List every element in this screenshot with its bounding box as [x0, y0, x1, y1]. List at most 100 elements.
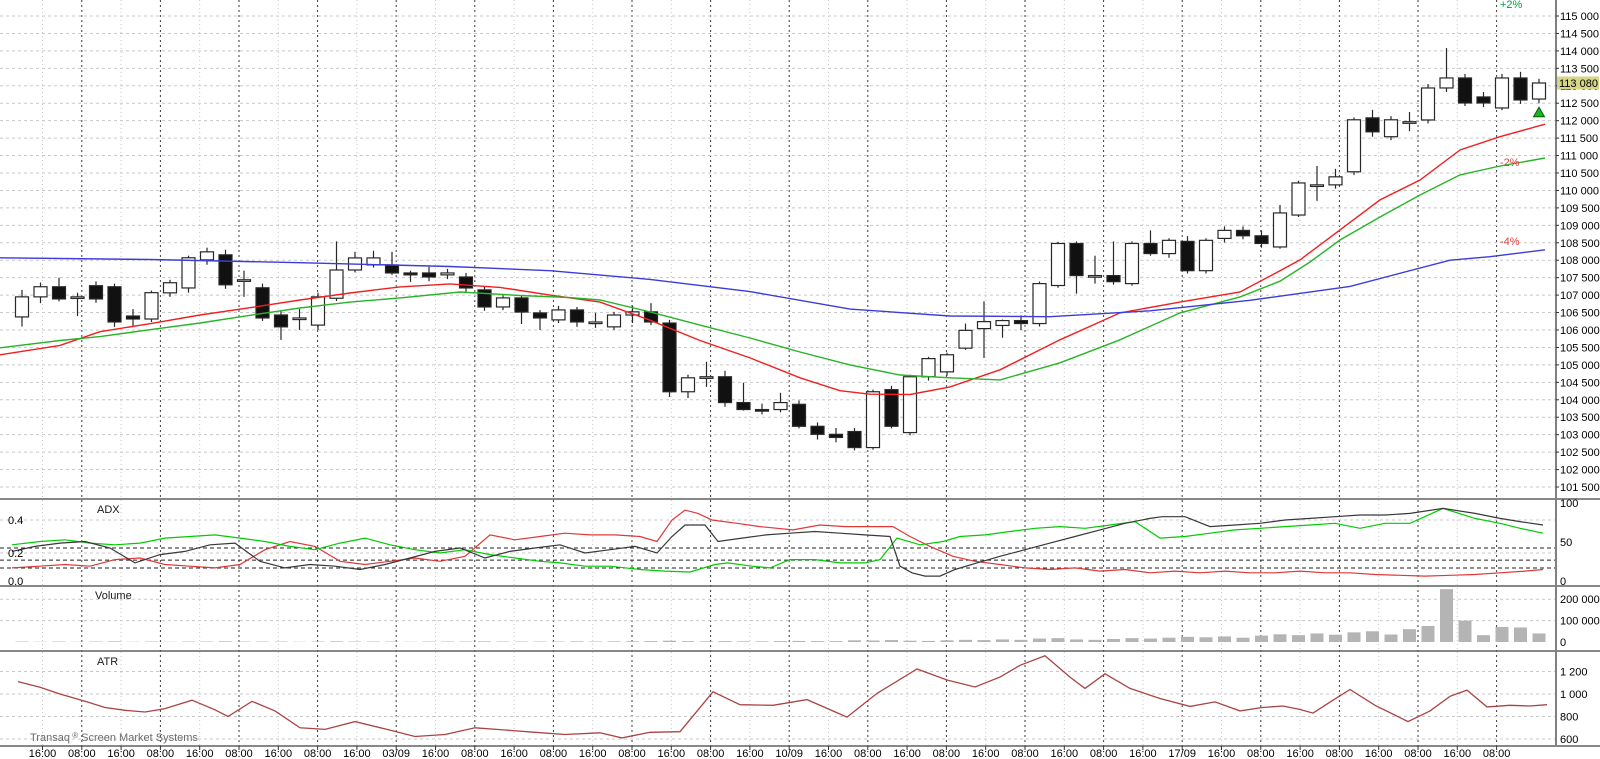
adx-right-tick-label: 100 [1560, 498, 1578, 510]
volume-bar [108, 641, 121, 642]
price-tick-label: 101 500 [1560, 482, 1600, 494]
candle-body [514, 297, 529, 313]
volume-bar [1347, 632, 1361, 642]
volume-bar [1384, 634, 1398, 642]
time-tick-label: 16:00 [1208, 748, 1236, 759]
candle-body [181, 257, 196, 289]
price-tick-label: 109 500 [1560, 203, 1600, 215]
candlestick-series [14, 48, 1547, 451]
candle-body [329, 269, 344, 299]
candle-body [199, 251, 215, 261]
volume-bar [1514, 627, 1527, 642]
adx-left-tick-label: 0.4 [8, 515, 23, 527]
volume-bar [644, 641, 658, 642]
candle-body [1365, 117, 1380, 133]
candle-body [1513, 77, 1528, 101]
atr-tick-label: 1 200 [1560, 667, 1588, 679]
time-tick-label: 16:00 [500, 748, 528, 759]
adx-panel-label: ADX [97, 504, 120, 516]
volume-bar [811, 641, 824, 642]
candle-body [1531, 82, 1547, 100]
adx-right-tick-label: 50 [1560, 537, 1572, 549]
time-tick-label: 16:00 [1129, 748, 1157, 759]
time-tick-label: 16:00 [579, 748, 607, 759]
time-tick-label: 08:00 [68, 748, 96, 759]
atr-tick-label: 800 [1560, 712, 1578, 724]
candle-body [662, 322, 677, 393]
volume-bar [607, 641, 621, 642]
price-tick-label: 109 000 [1560, 220, 1600, 232]
ma-line-green [0, 157, 1546, 381]
candle-body [70, 296, 85, 300]
ma-line-blue [0, 249, 1546, 318]
volume-bar [1273, 634, 1287, 642]
candle-body [606, 314, 622, 328]
adx-indicator-lines [11, 507, 1544, 577]
volume-bar [718, 641, 732, 642]
time-tick-label: 08:00 [854, 748, 882, 759]
candle-body [1050, 242, 1066, 287]
time-tick-label: 10/09 [775, 748, 803, 759]
time-axis-labels: 16:00 08:00 16:00 08:00 16:00 08:00 16:00 08:00… [29, 746, 1510, 759]
candle-body [754, 408, 770, 412]
time-tick-label: 08:00 [1247, 748, 1275, 759]
volume-bar [792, 640, 806, 642]
svg-text:113 080: 113 080 [1559, 78, 1598, 90]
candle-body [421, 272, 437, 278]
envelope-label: -4% [1500, 236, 1520, 248]
time-tick-label: 08:00 [1404, 748, 1432, 759]
adx-plus-di-line [11, 507, 1544, 573]
volume-bar [1125, 638, 1139, 642]
volume-bar [1236, 637, 1250, 642]
candle-body [680, 377, 696, 393]
price-tick-label: 112 000 [1560, 116, 1599, 128]
price-tick-label: 107 000 [1560, 290, 1600, 302]
price-tick-label: 110 000 [1560, 185, 1599, 197]
candle-body [773, 401, 788, 411]
candle-body [1383, 119, 1399, 138]
time-tick-label: 03/09 [382, 748, 410, 759]
candle-body [273, 314, 289, 328]
candle-body [1013, 319, 1029, 325]
candle-body [921, 358, 936, 378]
price-tick-label: 106 500 [1560, 308, 1600, 320]
time-tick-label: 08:00 [540, 748, 568, 759]
volume-bar [1366, 631, 1379, 642]
volume-bar [1033, 638, 1046, 642]
candle-body [1291, 182, 1306, 216]
candle-body [699, 376, 714, 379]
candle-body [1272, 212, 1288, 248]
volume-bar [1329, 634, 1342, 642]
time-tick-label: 16:00 [815, 748, 843, 759]
volume-bar [959, 639, 972, 642]
price-tick-label: 114 000 [1560, 46, 1599, 58]
candle-body [107, 286, 122, 323]
volume-bar [1292, 635, 1305, 642]
volume-bar [570, 641, 584, 642]
time-tick-label: 16:00 [893, 748, 921, 759]
candle-body [1457, 77, 1473, 104]
current-price-tag: 113 080 [1557, 76, 1599, 90]
volume-bars [15, 589, 1546, 642]
adx-left-tick-label: 0.0 [8, 576, 23, 588]
volume-bar [903, 640, 917, 642]
candle-body [1476, 96, 1491, 104]
candle-body [1069, 242, 1084, 277]
volume-bar [219, 641, 232, 642]
time-tick-label: 16:00 [343, 748, 371, 759]
time-tick-label: 08:00 [225, 748, 253, 759]
volume-bar [1181, 636, 1194, 642]
volume-bar [1162, 637, 1176, 642]
candle-body [14, 296, 30, 318]
time-tick-label: 08:00 [933, 748, 961, 759]
candle-body [1106, 274, 1121, 283]
volume-bar [1255, 635, 1268, 642]
volume-bar [1144, 638, 1157, 642]
time-tick-label: 08:00 [304, 748, 332, 759]
candle-body [1087, 274, 1103, 278]
percent-envelope-labels: +2% -2% -4% [1500, 0, 1523, 248]
volume-bar [1403, 629, 1416, 642]
